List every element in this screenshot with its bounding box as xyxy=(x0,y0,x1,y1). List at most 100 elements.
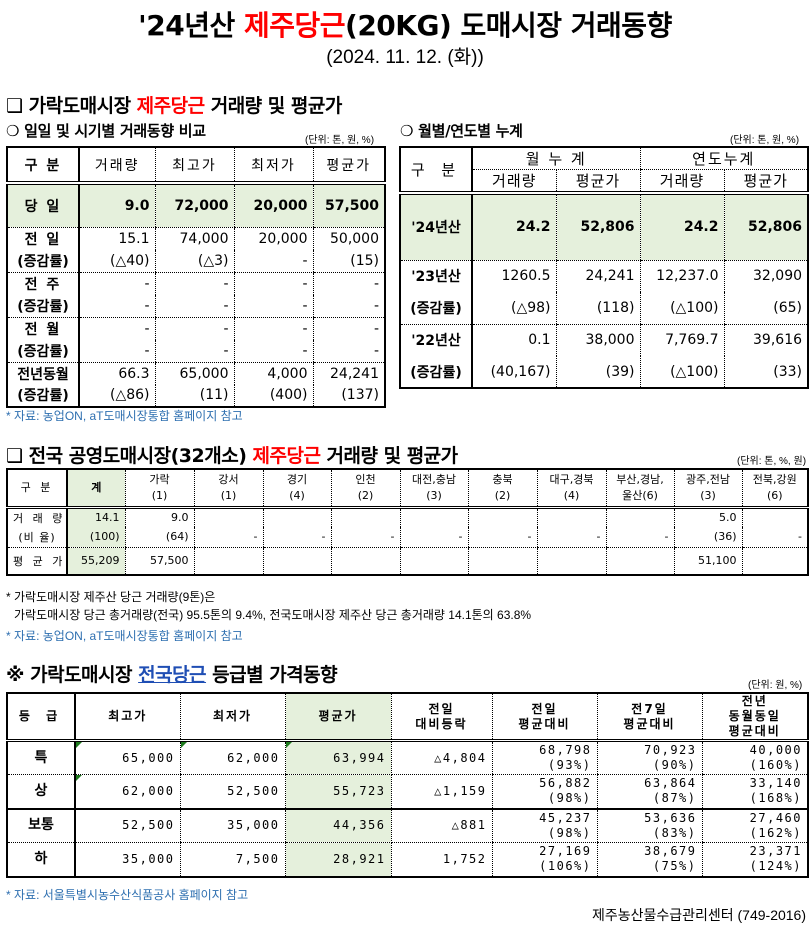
section3-unit: (단위: 원, %) xyxy=(748,680,803,691)
cell: 7,769.7 xyxy=(639,324,724,356)
cell: 39,616 xyxy=(723,324,809,356)
section2-note-line2: 가락도매시장 당근 총거래량(전국) 95.5톤의 9.4%, 전국도매시장 제… xyxy=(14,608,532,622)
cell: 4,000 xyxy=(233,362,313,385)
cell xyxy=(193,547,263,575)
cell: - xyxy=(312,272,385,295)
column-header: 전7일 평균대비 xyxy=(596,693,702,742)
percent: (75%) xyxy=(652,859,697,874)
cell xyxy=(262,507,331,527)
cell xyxy=(262,547,331,575)
cell: - xyxy=(467,527,537,548)
cell: 24.2 xyxy=(471,193,556,261)
table-row: '23년산 1260.5 24,241 12,237.0 32,090 xyxy=(400,260,809,292)
column-header: 최고가 xyxy=(154,147,234,185)
section2-heading: ❑ 전국 공영도매시장(32개소) 제주당근 거래량 및 평균가 xyxy=(6,441,458,468)
section1-title-suffix: 거래량 및 평균가 xyxy=(204,95,343,117)
column-header: 최저가 xyxy=(233,147,313,185)
cell: 5.0 xyxy=(673,507,742,527)
cell: (33) xyxy=(723,356,809,388)
cumulative-table: 구 분 월 누 계 연도누계 거래량 평균가 거래량 평균가 '24년산 24.… xyxy=(399,146,810,389)
column-header: 구 분 xyxy=(7,469,68,509)
section2-title-highlight: 제주당근 xyxy=(252,445,321,467)
market-count: (1) xyxy=(151,488,168,502)
column-header: 가락 (1) xyxy=(124,469,194,509)
value: 53,636 xyxy=(644,810,697,825)
percent: (98%) xyxy=(547,791,592,806)
cell: (△86) xyxy=(78,384,155,407)
cell: 1260.5 xyxy=(471,260,556,292)
cell-avg-price: 63,994 xyxy=(284,740,392,775)
cell xyxy=(467,547,537,575)
cell-avg-price: 55,723 xyxy=(284,774,392,810)
cell-prev-year: 27,460 (162%) xyxy=(701,808,808,843)
cell: (36) xyxy=(673,527,742,548)
report-date: (2024. 11. 12. (화)) xyxy=(326,47,484,68)
section1-source: * 자료: 농업ON, aT도매시장통합 홈페이지 참고 xyxy=(6,409,243,423)
cell: 66.3 xyxy=(78,362,155,385)
header-line: 전7일 xyxy=(631,701,668,716)
cell: - xyxy=(536,527,606,548)
cell: (△98) xyxy=(471,292,556,325)
value: 45,237 xyxy=(539,810,592,825)
table-row-rate: (증감률) - - - - xyxy=(7,339,385,363)
section2-title-suffix: 거래량 및 평균가 xyxy=(320,445,459,467)
market-name: 광주,전남 xyxy=(686,472,730,486)
cell xyxy=(467,507,537,527)
row-label: 전 주 xyxy=(7,272,80,295)
cell: - xyxy=(233,339,313,363)
row-label: (증감률) xyxy=(7,294,80,318)
daily-unit: (단위: 톤, 원, %) xyxy=(305,135,375,146)
column-header: 전북,강원 (6) xyxy=(741,469,808,509)
value: 70,923 xyxy=(644,743,697,757)
column-header: 인천 (2) xyxy=(330,469,400,509)
percent: (83%) xyxy=(652,825,697,840)
value: 38,679 xyxy=(644,844,697,859)
row-label: 거 래 량 xyxy=(7,507,68,527)
market-count: (3) xyxy=(700,488,716,502)
cell-comment-marker-icon xyxy=(76,775,82,781)
cell-min-price: 35,000 xyxy=(179,808,285,843)
percent: (162%) xyxy=(749,825,802,840)
table-row-rate: (증감률) (40,167) (39) (△100) (33) xyxy=(400,356,809,388)
cell xyxy=(536,547,606,575)
cell: 50,000 xyxy=(312,227,385,250)
market-count: (2) xyxy=(494,488,511,502)
column-header: 최저가 xyxy=(179,693,285,742)
cell-change: △4,804 xyxy=(390,740,492,775)
section1-title-highlight: 제주당근 xyxy=(136,95,205,117)
cell-min-price: 62,000 xyxy=(179,740,285,775)
cell: - xyxy=(605,527,674,548)
cell: (40,167) xyxy=(471,356,556,388)
table-subheader-row: 거래량 평균가 거래량 평균가 xyxy=(400,169,809,195)
cell-prev-year: 23,371 (124%) xyxy=(701,842,808,877)
cell xyxy=(330,507,400,527)
percent: (93%) xyxy=(547,758,592,772)
cell: 51,100 xyxy=(673,547,742,575)
header-line: 전년 xyxy=(741,694,768,708)
cell-prev-day: 68,798 (93%) xyxy=(491,740,597,775)
column-header: 강서 (1) xyxy=(193,469,263,509)
cell: 65,000 xyxy=(154,362,234,385)
table-row-avg-price: 평 균 가 55,209 57,500 51,100 xyxy=(7,547,808,575)
cell: - xyxy=(78,272,155,295)
cell: - xyxy=(233,272,313,295)
table-row-rate: (증감률) (△98) (118) (△100) (65) xyxy=(400,292,809,325)
percent: (168%) xyxy=(749,791,802,806)
cell: - xyxy=(233,249,313,273)
market-name: 강서 xyxy=(218,472,239,486)
page-title: '24년산 제주당근(20KG) 도매시장 거래동향 xyxy=(0,4,810,44)
header-line: 동월동일 xyxy=(728,709,781,723)
section3-source: * 자료: 서울특별시농수산식품공사 홈페이지 참고 xyxy=(6,888,249,902)
cell-min-price: 52,500 xyxy=(179,774,285,810)
cell: (65) xyxy=(723,292,809,325)
daily-comparison-table: 구 분 거래량 최고가 최저가 평균가 당 일 9.0 72,000 20,00… xyxy=(6,146,386,408)
cell: 38,000 xyxy=(555,324,640,356)
market-count: (3) xyxy=(426,488,442,502)
market-name: 전북,강원 xyxy=(752,472,797,486)
cell xyxy=(330,547,400,575)
cell: 24,241 xyxy=(555,260,640,292)
row-label: (비 율) xyxy=(7,527,68,548)
cell: (△100) xyxy=(639,356,724,388)
cell xyxy=(399,547,468,575)
column-header: 전년 동월동일 평균대비 xyxy=(701,693,808,742)
